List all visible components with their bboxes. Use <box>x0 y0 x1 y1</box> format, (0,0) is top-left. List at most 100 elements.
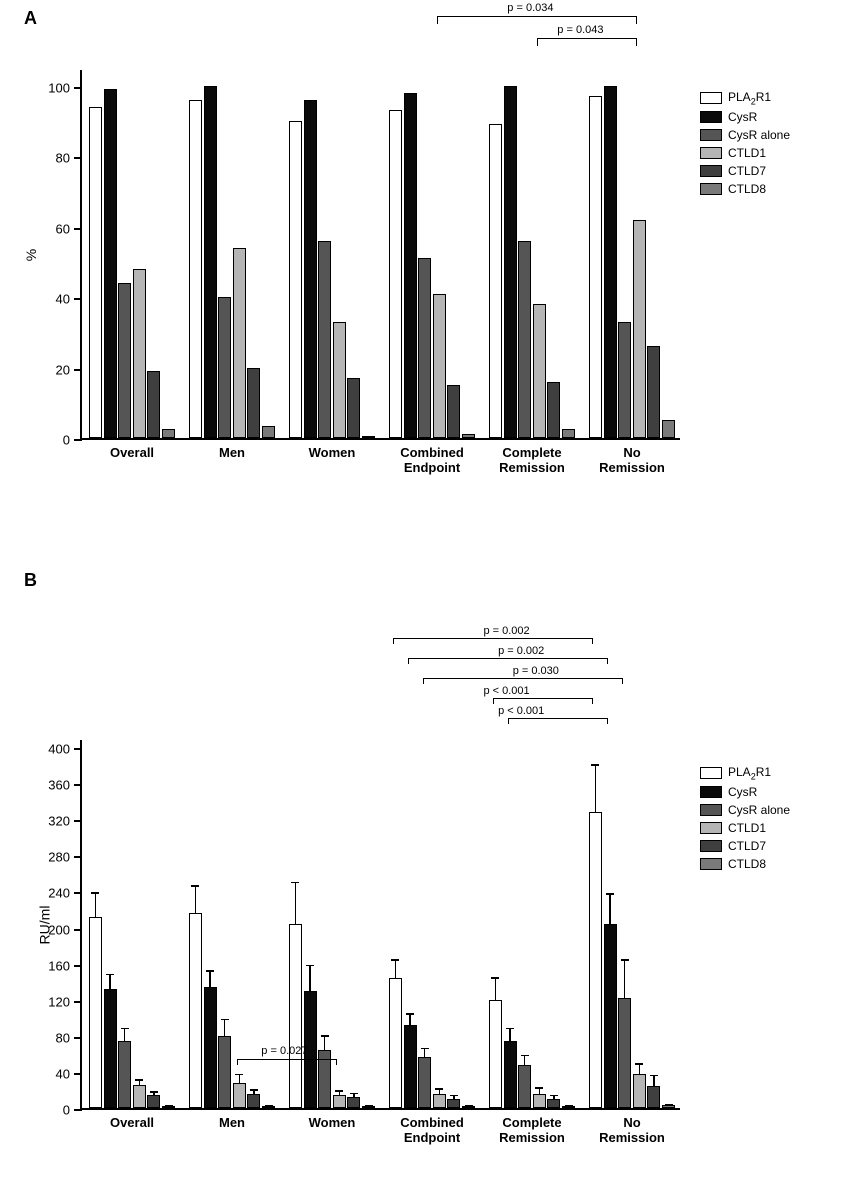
legend-label: CysR alone <box>728 803 790 817</box>
panel-b-label: B <box>24 570 37 591</box>
bar <box>589 812 602 1108</box>
category-label: Overall <box>82 446 182 461</box>
bar <box>204 987 217 1108</box>
pvalue-label: p = 0.002 <box>483 625 529 637</box>
legend-label: PLA2R1 <box>728 90 771 106</box>
pvalue-label: p = 0.002 <box>498 645 544 657</box>
y-tick-label: 0 <box>63 1103 70 1118</box>
category-label: Women <box>282 446 382 461</box>
category-label: Men <box>182 446 282 461</box>
pvalue-bracket <box>493 698 593 704</box>
pvalue-label: p = 0.030 <box>513 665 559 677</box>
bar <box>518 1065 531 1108</box>
bar <box>133 1085 146 1108</box>
legend-label: CTLD1 <box>728 821 766 835</box>
bar <box>462 434 475 438</box>
bar <box>233 1083 246 1108</box>
legend-item: PLA2R1 <box>700 90 790 106</box>
bar <box>518 241 531 438</box>
pvalue-label: p < 0.001 <box>498 705 544 717</box>
legend-item: CTLD1 <box>700 146 790 160</box>
y-tick-label: 160 <box>48 958 70 973</box>
bar <box>104 989 117 1108</box>
bar <box>347 378 360 438</box>
chart-a-legend: PLA2R1 CysR CysR alone CTLD1 CTLD7 CTLD8 <box>700 90 790 200</box>
bar <box>647 346 660 438</box>
bar <box>547 382 560 438</box>
category-label: NoRemission <box>582 446 682 476</box>
bar <box>633 220 646 438</box>
bar <box>662 420 675 438</box>
bar <box>447 1099 460 1108</box>
bar <box>433 294 446 438</box>
pvalue-bracket <box>537 38 637 46</box>
bar <box>418 1057 431 1108</box>
pvalue-label: p < 0.001 <box>483 685 529 697</box>
bar <box>204 86 217 438</box>
bar <box>189 100 202 438</box>
bar <box>504 86 517 438</box>
legend-label: PLA2R1 <box>728 765 771 781</box>
bar <box>104 89 117 438</box>
legend-swatch <box>700 129 722 141</box>
bar <box>133 269 146 438</box>
bar <box>247 368 260 438</box>
pvalue-bracket <box>437 16 637 24</box>
bar <box>604 924 617 1108</box>
legend-swatch <box>700 111 722 123</box>
bar <box>404 1025 417 1108</box>
bar <box>247 1094 260 1108</box>
category-label: CompleteRemission <box>482 1116 582 1146</box>
y-tick-label: 80 <box>56 1030 70 1045</box>
bar <box>89 917 102 1108</box>
bar <box>304 100 317 438</box>
bar <box>289 121 302 438</box>
chart-b-y-label: RU/ml <box>36 906 52 945</box>
category-label: CompleteRemission <box>482 446 582 476</box>
bar <box>633 1074 646 1108</box>
bar <box>533 1094 546 1108</box>
y-tick-label: 100 <box>48 80 70 95</box>
bar <box>447 385 460 438</box>
category-label: Overall <box>82 1116 182 1131</box>
bar <box>89 107 102 438</box>
legend-item: CTLD1 <box>700 821 790 835</box>
legend-item: PLA2R1 <box>700 765 790 781</box>
category-label: CombinedEndpoint <box>382 1116 482 1146</box>
y-tick-label: 280 <box>48 850 70 865</box>
bar <box>489 124 502 438</box>
bar <box>389 978 402 1108</box>
bar <box>389 110 402 438</box>
legend-item: CTLD7 <box>700 839 790 853</box>
pvalue-bracket <box>423 678 623 684</box>
category-label: CombinedEndpoint <box>382 446 482 476</box>
legend-label: CTLD8 <box>728 857 766 871</box>
bar <box>189 913 202 1108</box>
bar <box>489 1000 502 1108</box>
legend-item: CTLD7 <box>700 164 790 178</box>
bar <box>662 1105 675 1108</box>
chart-a-plot-area: 020406080100OverallMenWomenCombinedEndpo… <box>80 70 680 440</box>
bar <box>433 1094 446 1108</box>
legend-swatch <box>700 840 722 852</box>
bar <box>262 426 275 438</box>
y-tick-label: 360 <box>48 778 70 793</box>
legend-swatch <box>700 786 722 798</box>
category-label: Women <box>282 1116 382 1131</box>
legend-swatch <box>700 183 722 195</box>
category-label: Men <box>182 1116 282 1131</box>
legend-label: CysR alone <box>728 128 790 142</box>
legend-label: CTLD1 <box>728 146 766 160</box>
legend-label: CysR <box>728 785 757 799</box>
chart-a-y-label: % <box>23 249 39 261</box>
bar <box>162 429 175 438</box>
bar <box>162 1106 175 1108</box>
panel-a-label: A <box>24 8 37 29</box>
bar <box>218 297 231 438</box>
legend-label: CTLD7 <box>728 839 766 853</box>
bar <box>118 283 131 438</box>
pvalue-label: p = 0.034 <box>507 2 553 14</box>
bar <box>504 1041 517 1108</box>
legend-item: CysR <box>700 110 790 124</box>
legend-item: CTLD8 <box>700 182 790 196</box>
